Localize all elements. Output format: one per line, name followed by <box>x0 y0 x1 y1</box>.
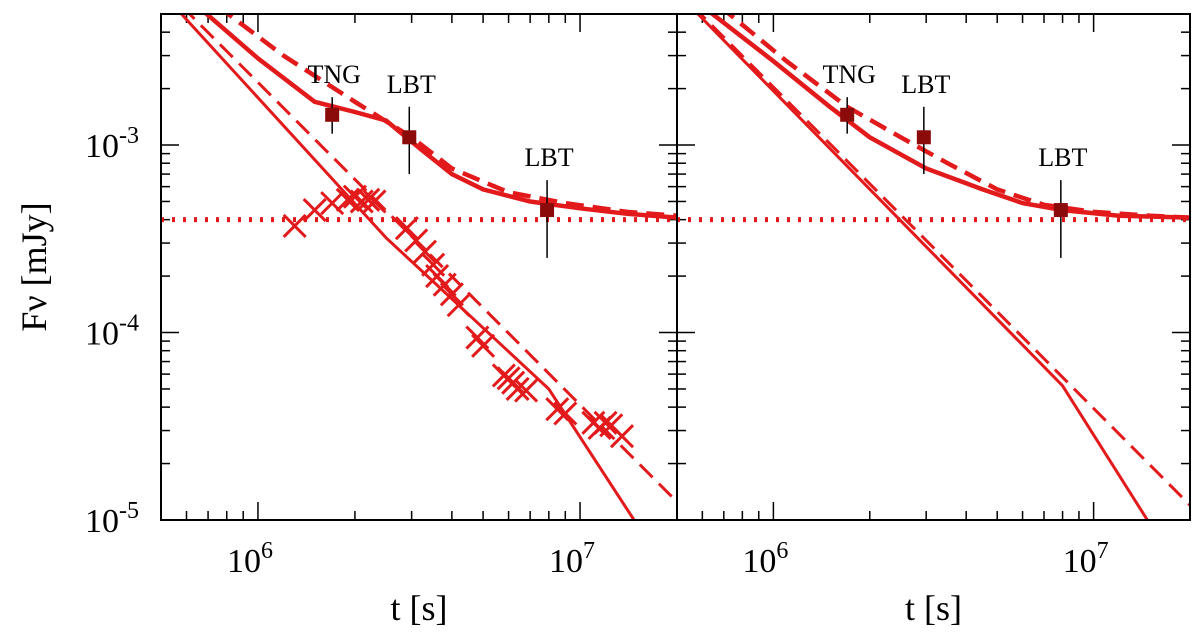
data-point-x <box>439 282 464 307</box>
y-tick-label: 10-5 <box>85 498 139 540</box>
data-label: LBT <box>525 143 574 172</box>
data-point-x <box>514 378 539 403</box>
series-line-dashed-thick <box>224 14 677 218</box>
data-point-x <box>282 213 307 239</box>
data-point-x <box>412 239 438 264</box>
data-point-x <box>362 189 387 214</box>
x-tick-label: 107 <box>549 538 595 580</box>
data-point-x <box>593 410 618 435</box>
x-marker-stroke <box>335 187 360 212</box>
data-point-square <box>540 203 555 218</box>
x-marker-stroke <box>362 189 387 214</box>
x-marker-stroke <box>439 282 464 307</box>
x-marker-stroke <box>282 213 307 239</box>
series-line-dashed <box>187 14 677 503</box>
x-marker-stroke <box>320 191 345 216</box>
data-point-x <box>394 216 419 241</box>
x-marker-stroke <box>432 272 457 297</box>
x-tick-label: 106 <box>227 538 273 580</box>
x-marker-stroke <box>514 378 539 403</box>
data-point-square <box>1053 203 1068 218</box>
data-point-x <box>553 401 578 426</box>
x-marker-stroke <box>394 216 419 241</box>
x-tick-label: 107 <box>1063 538 1109 580</box>
data-point-square <box>916 130 931 145</box>
x-marker-stroke <box>412 239 438 264</box>
y-tick-label: 10-3 <box>85 123 139 165</box>
panel-left: 106 107 10-3 10-4 10-5 t [s] Fν [mJy] TNG LBT LBT <box>14 13 678 628</box>
series-line-solid-thick <box>708 14 1190 220</box>
data-point-x <box>356 187 381 212</box>
plot-area <box>677 14 1190 520</box>
data-point-x <box>320 191 345 216</box>
x-tick-label: 106 <box>742 538 788 580</box>
data-label: LBT <box>387 70 436 99</box>
x-marker-stroke <box>356 187 381 212</box>
data-label: TNG <box>307 60 360 89</box>
x-marker-stroke <box>302 197 327 223</box>
data-point-x <box>505 376 530 402</box>
y-axis-label: Fν [mJy] <box>14 202 54 331</box>
x-axis-label: t [s] <box>391 588 448 628</box>
y-tick-label: 10-4 <box>85 311 139 353</box>
data-label: LBT <box>1038 143 1087 172</box>
data-point-x <box>471 333 496 358</box>
panel-right: 106 107 t [s] TNG LBT LBT <box>676 13 1191 628</box>
data-point-x <box>609 424 635 449</box>
series-line-solid-thick <box>203 14 677 220</box>
plot-frame <box>676 13 1191 521</box>
x-marker-stroke <box>545 397 570 422</box>
axis-ticks <box>676 13 1191 521</box>
series-line-dashed <box>698 14 1190 507</box>
series-line-dashed-thick <box>725 14 1190 220</box>
x-axis-label: t [s] <box>905 588 962 628</box>
data-point-x <box>545 397 570 422</box>
data-label: LBT <box>901 70 950 99</box>
data-point-square <box>840 107 855 122</box>
x-marker-stroke <box>446 293 471 318</box>
data-point-x <box>302 197 327 223</box>
plot-area <box>161 14 677 520</box>
x-marker-stroke <box>505 376 530 402</box>
x-marker-stroke <box>609 424 635 449</box>
x-marker-stroke <box>404 228 429 253</box>
data-point-x <box>404 228 429 253</box>
series-line-solid <box>695 14 1150 520</box>
data-point-square <box>402 130 417 145</box>
x-marker-stroke <box>593 410 618 435</box>
x-marker-stroke <box>471 333 496 358</box>
data-label: TNG <box>822 60 875 89</box>
x-marker-stroke <box>465 325 490 350</box>
data-point-x <box>446 293 471 318</box>
data-point-square <box>325 107 340 122</box>
x-marker-stroke <box>553 401 578 426</box>
x-marker-stroke <box>421 252 446 277</box>
